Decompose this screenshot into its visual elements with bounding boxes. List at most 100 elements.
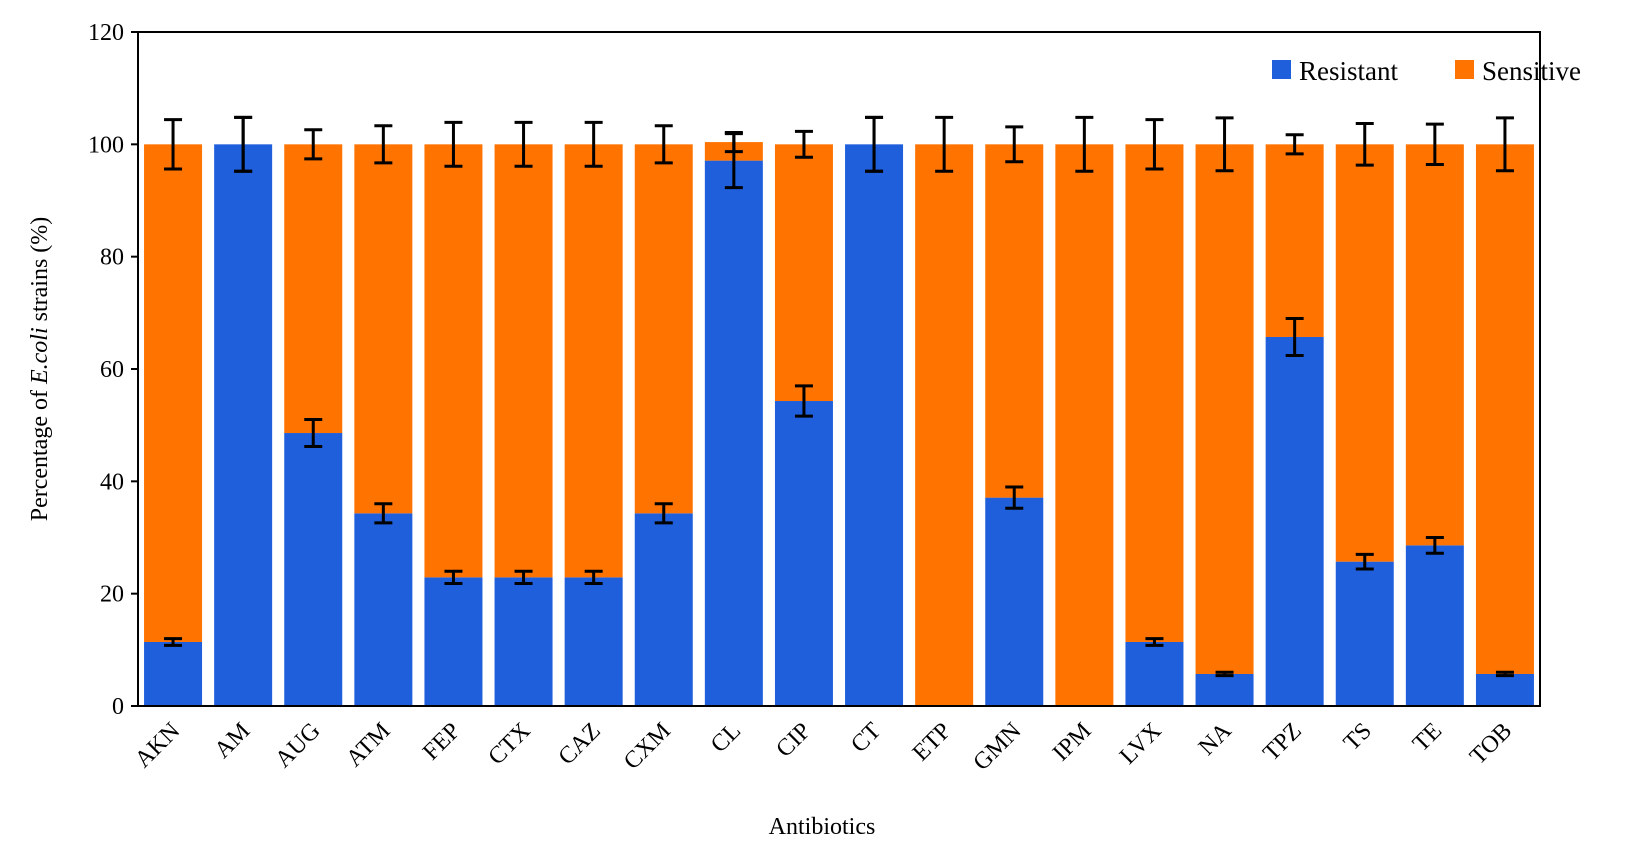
error-bar-total-etp	[935, 115, 954, 173]
error-bar-total-tpz	[1285, 133, 1304, 156]
bar-resistant-ctx	[494, 577, 553, 706]
bar-resistant-na	[1195, 673, 1254, 706]
error-bar-total-tob	[1495, 116, 1514, 173]
bar-sensitive-cip	[774, 144, 833, 402]
bar-sensitive-gmn	[985, 144, 1044, 498]
legend: Resistant Sensitive	[1272, 56, 1581, 86]
x-tick-label-lvx: LVX	[1115, 718, 1167, 770]
error-bar-total-lvx	[1145, 118, 1164, 171]
error-bars-group	[164, 115, 1514, 678]
x-tick-label-akn: AKN	[130, 718, 185, 773]
bar-resistant-tpz	[1265, 336, 1324, 706]
error-bar-total-ipm	[1075, 115, 1094, 173]
error-bar-total-ct	[865, 115, 884, 173]
y-ticks-group: 0 20 40 60 80 100 120	[88, 20, 138, 720]
bar-resistant-akn	[144, 641, 203, 706]
error-bar-total-ctx	[514, 120, 533, 168]
error-bar-total-fep	[444, 120, 463, 168]
y-tick-label-60: 60	[100, 357, 124, 383]
error-bar-resistant-ts	[1355, 552, 1374, 571]
legend-swatch-resistant	[1272, 60, 1291, 79]
bar-resistant-ct	[845, 144, 904, 707]
bar-resistant-gmn	[985, 497, 1044, 706]
bar-resistant-atm	[354, 513, 413, 706]
x-tick-label-etp: ETP	[908, 718, 957, 767]
legend-label-resistant: Resistant	[1299, 56, 1398, 86]
x-tick-label-cip: CIP	[771, 718, 816, 763]
x-tick-label-ipm: IPM	[1048, 718, 1097, 767]
error-bar-total-cl	[724, 131, 743, 154]
error-bar-resistant-atm	[374, 502, 393, 525]
bar-sensitive-ts	[1335, 144, 1394, 562]
x-tick-label-cxm: CXM	[619, 718, 676, 775]
bar-sensitive-atm	[354, 144, 413, 514]
error-bar-total-am	[234, 115, 253, 173]
bar-sensitive-fep	[424, 144, 483, 578]
bar-resistant-am	[214, 144, 273, 707]
error-bar-total-caz	[584, 120, 603, 168]
error-bar-resistant-tpz	[1285, 316, 1304, 358]
error-bar-total-gmn	[1005, 125, 1024, 164]
error-bar-total-akn	[164, 118, 183, 171]
y-tick-label-0: 0	[112, 694, 124, 720]
bar-sensitive-caz	[564, 144, 623, 578]
bar-sensitive-te	[1405, 144, 1464, 546]
x-tick-label-gmn: GMN	[968, 718, 1026, 776]
error-bar-total-cxm	[654, 124, 673, 165]
y-tick-label-40: 40	[100, 469, 124, 495]
bar-resistant-te	[1405, 545, 1464, 706]
x-tick-label-cl: CL	[706, 718, 746, 758]
error-bar-resistant-ctx	[514, 569, 533, 586]
bar-sensitive-aug	[284, 144, 343, 434]
bar-sensitive-akn	[144, 144, 203, 642]
bar-sensitive-tpz	[1265, 144, 1324, 337]
y-tick-label-20: 20	[100, 582, 124, 608]
x-tick-label-fep: FEP	[418, 718, 466, 766]
error-bar-resistant-cip	[794, 384, 813, 418]
x-tick-label-tpz: TPZ	[1258, 718, 1307, 767]
error-bar-resistant-tob	[1495, 670, 1514, 678]
bar-sensitive-lvx	[1125, 144, 1184, 642]
error-bar-resistant-gmn	[1005, 485, 1024, 510]
bar-resistant-cip	[774, 401, 833, 706]
y-tick-label-100: 100	[88, 132, 124, 158]
error-bar-resistant-caz	[584, 569, 603, 586]
error-bar-total-aug	[304, 128, 323, 161]
bars-group	[144, 142, 1534, 707]
error-bar-total-ts	[1355, 122, 1374, 167]
x-tick-label-ctx: CTX	[483, 718, 535, 770]
error-bar-resistant-cxm	[654, 502, 673, 525]
bar-sensitive-cxm	[634, 144, 693, 514]
error-bar-resistant-akn	[164, 637, 183, 647]
x-tick-label-caz: CAZ	[554, 718, 606, 770]
plot-area-border	[137, 31, 1541, 707]
error-bar-total-te	[1425, 122, 1444, 167]
bar-resistant-lvx	[1125, 641, 1184, 706]
y-tick-label-80: 80	[100, 245, 124, 271]
x-tick-label-ts: TS	[1339, 718, 1377, 756]
error-bar-resistant-aug	[304, 418, 323, 449]
legend-label-sensitive: Sensitive	[1482, 56, 1581, 86]
bar-resistant-aug	[284, 433, 343, 706]
x-tick-label-tob: TOB	[1465, 718, 1517, 770]
bar-sensitive-tob	[1475, 144, 1534, 674]
bar-resistant-ts	[1335, 561, 1394, 706]
bar-resistant-fep	[424, 577, 483, 706]
y-axis-title: Percentage of E.coli strains (%)	[27, 217, 53, 522]
bar-resistant-tob	[1475, 673, 1534, 706]
bar-resistant-caz	[564, 577, 623, 706]
y-tick-label-120: 120	[88, 20, 124, 46]
error-bar-resistant-na	[1215, 670, 1234, 678]
axes-group	[137, 31, 1541, 707]
error-bar-resistant-lvx	[1145, 637, 1164, 647]
bar-resistant-cxm	[634, 513, 693, 706]
error-bar-resistant-fep	[444, 569, 463, 586]
x-tick-label-atm: ATM	[341, 718, 395, 772]
x-tick-label-te: TE	[1408, 718, 1447, 757]
error-bar-resistant-te	[1425, 536, 1444, 555]
error-bar-total-cip	[794, 129, 813, 159]
legend-swatch-sensitive	[1455, 60, 1474, 79]
x-tick-label-am: AM	[210, 718, 256, 764]
x-ticks-group: AKN AM AUG ATM FEP CTX CAZ CXM CL CIP CT ETP GMN IPM L…	[130, 717, 1517, 775]
